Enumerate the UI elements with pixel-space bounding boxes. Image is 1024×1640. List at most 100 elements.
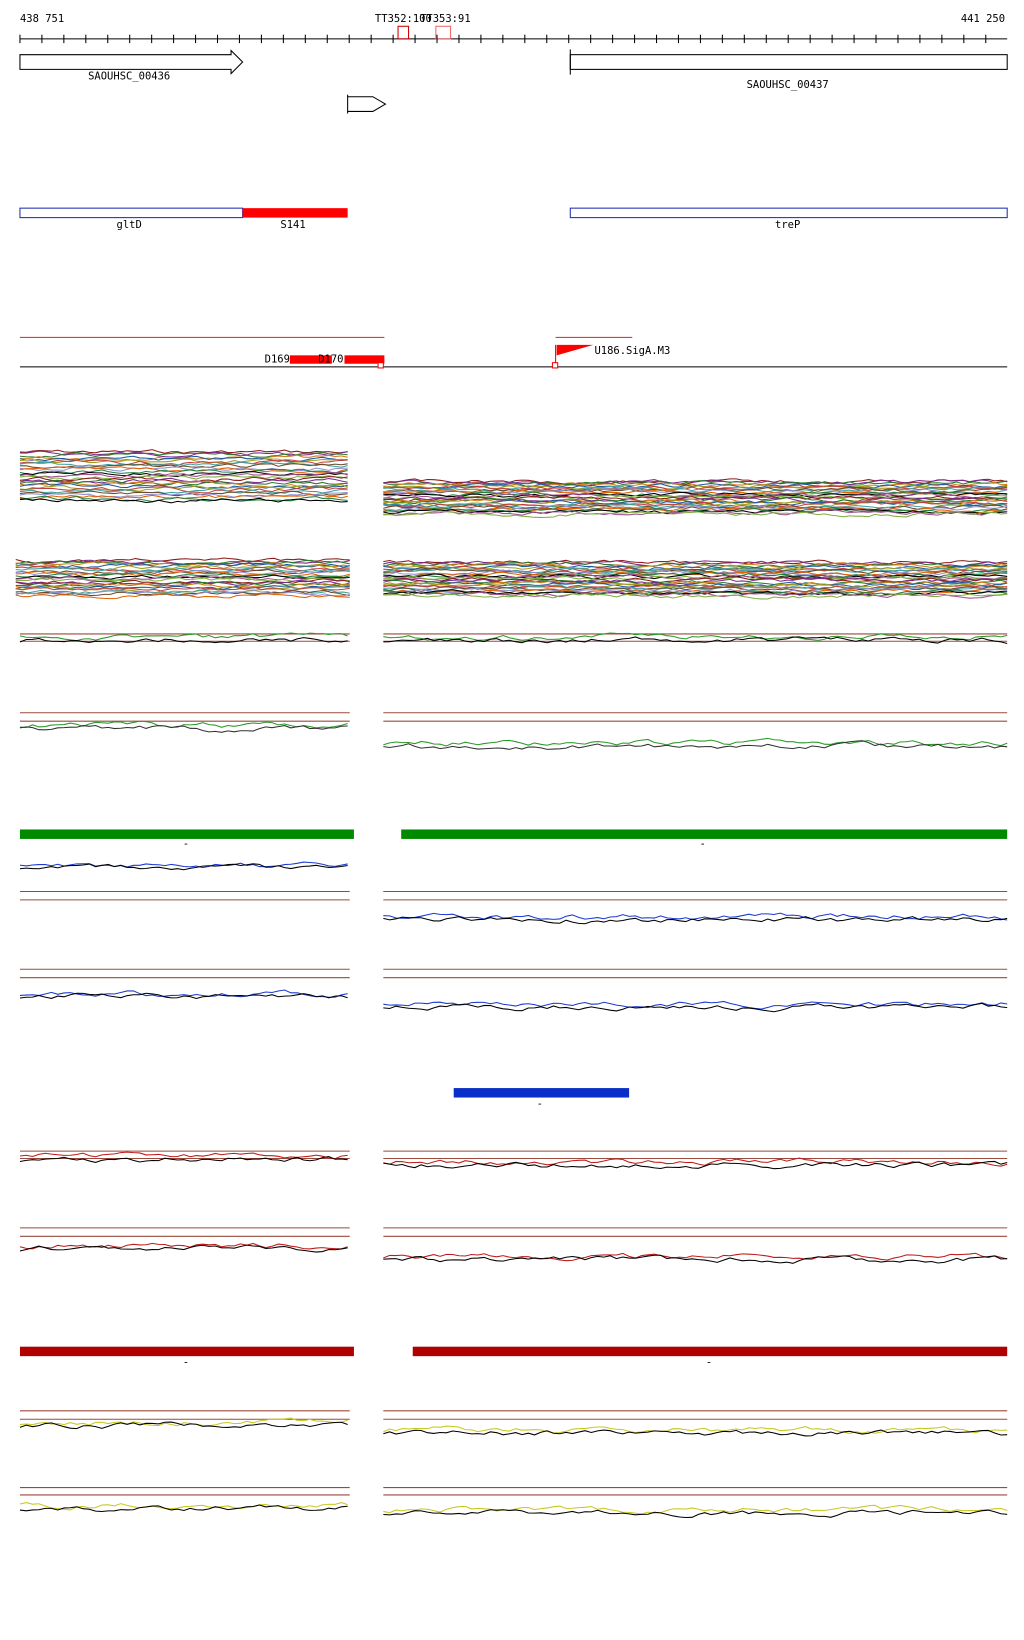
- ruler-start: 438 751: [20, 13, 64, 25]
- trace: [19, 474, 348, 481]
- bar-label: -: [183, 1356, 189, 1368]
- trace: [383, 570, 1008, 578]
- segment-label: D170: [318, 354, 343, 366]
- trace: [19, 1242, 348, 1250]
- trace: [15, 572, 350, 580]
- trace: [15, 586, 350, 592]
- trace: [19, 724, 348, 733]
- trace: [19, 992, 348, 1000]
- trace: [383, 592, 1008, 600]
- trace: [383, 509, 1008, 516]
- segment: [344, 355, 385, 364]
- gene: [569, 54, 1008, 70]
- trace: [383, 486, 1008, 494]
- bar-label: -: [537, 1098, 543, 1110]
- trace: [15, 585, 350, 590]
- trace: [19, 486, 348, 494]
- trace: [19, 1504, 348, 1513]
- trace: [383, 1002, 1008, 1013]
- trace: [383, 636, 1008, 644]
- trace: [383, 1504, 1008, 1515]
- trace: [19, 491, 348, 498]
- terminator-label: TT353:91: [420, 13, 471, 25]
- trace: [383, 491, 1008, 498]
- trace: [19, 637, 348, 644]
- trace: [383, 496, 1008, 504]
- trace: [19, 449, 348, 454]
- trace: [383, 737, 1008, 747]
- trace: [383, 567, 1008, 576]
- bar-label: -: [706, 1356, 712, 1368]
- trace: [383, 588, 1008, 595]
- trace: [383, 632, 1008, 641]
- trace: [19, 1244, 348, 1253]
- trace: [19, 468, 348, 476]
- gene-label: SAOUHSC_00437: [747, 79, 829, 91]
- flag: [556, 344, 594, 356]
- condition-bar: [453, 1088, 630, 1098]
- feature-label: gltD: [117, 219, 142, 231]
- trace: [15, 589, 350, 597]
- trace: [19, 1417, 348, 1427]
- trace: [383, 510, 1008, 518]
- trace: [383, 507, 1008, 514]
- trace: [19, 495, 348, 502]
- trace: [15, 592, 350, 600]
- gene-arrow: [19, 49, 244, 75]
- promoter-arrow: [347, 94, 387, 114]
- trace: [19, 461, 348, 468]
- trace: [383, 1429, 1008, 1437]
- terminator: [397, 25, 410, 40]
- trace: [383, 491, 1008, 498]
- segment-end: [377, 362, 384, 369]
- trace: [15, 578, 350, 586]
- trace: [383, 1252, 1008, 1262]
- trace: [383, 1160, 1008, 1170]
- trace: [383, 577, 1008, 585]
- trace: [383, 740, 1008, 750]
- trace: [19, 861, 348, 869]
- bar-label: -: [183, 838, 189, 850]
- bar-label: -: [699, 838, 705, 850]
- trace: [383, 503, 1008, 511]
- trace: [19, 479, 348, 486]
- trace: [15, 582, 350, 590]
- trace: [19, 1155, 348, 1163]
- trace: [383, 912, 1008, 921]
- condition-bar: [19, 1346, 354, 1357]
- trace: [19, 450, 348, 458]
- trace: [15, 580, 350, 588]
- trace: [19, 497, 348, 504]
- trace: [383, 479, 1008, 487]
- trace: [383, 573, 1008, 580]
- trace: [19, 480, 348, 489]
- trace: [19, 1151, 348, 1160]
- trace: [15, 579, 350, 587]
- trace: [383, 1157, 1008, 1167]
- feature-label: treP: [775, 219, 800, 231]
- trace: [383, 916, 1008, 925]
- trace: [383, 500, 1008, 508]
- terminator: [435, 25, 452, 40]
- trace: [383, 485, 1008, 493]
- trace: [383, 498, 1008, 506]
- trace: [19, 720, 348, 729]
- segment-label: U186.SigA.M3: [594, 345, 670, 357]
- trace: [19, 459, 348, 467]
- trace: [383, 1425, 1008, 1434]
- trace: [383, 484, 1008, 492]
- trace: [383, 567, 1008, 574]
- trace: [383, 1000, 1008, 1010]
- trace: [19, 1502, 348, 1511]
- condition-bar: [412, 1346, 1008, 1357]
- segment-label: D169: [265, 354, 290, 366]
- trace: [19, 483, 348, 492]
- segment-end: [551, 362, 559, 369]
- trace: [19, 455, 348, 463]
- trace: [19, 863, 348, 871]
- gene-label: SAOUHSC_00436: [88, 71, 170, 83]
- trace: [383, 569, 1008, 576]
- condition-bar: [401, 829, 1008, 839]
